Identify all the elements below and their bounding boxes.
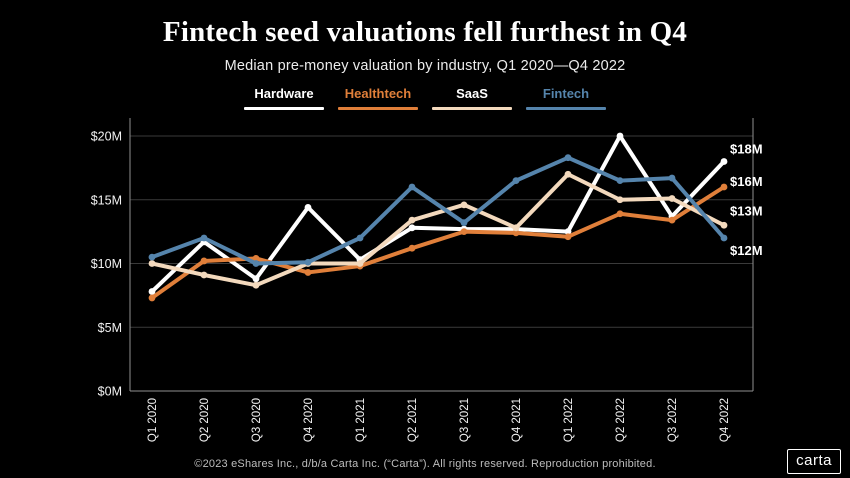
data-point-healthtech <box>148 294 156 302</box>
data-point-fintech <box>200 234 208 242</box>
copyright-text: ©2023 eShares Inc., d/b/a Carta Inc. (“C… <box>194 458 656 470</box>
x-tick-label: Q1 2021 <box>355 398 367 442</box>
page-subtitle: Median pre-money valuation by industry, … <box>224 58 626 74</box>
series-line-hardware <box>150 134 726 294</box>
data-point-healthtech <box>512 229 520 237</box>
legend-color-bar <box>432 107 512 110</box>
data-point-saas <box>460 201 468 209</box>
legend-label: Hardware <box>254 86 314 101</box>
data-point-fintech <box>148 253 156 261</box>
legend-item-healthtech[interactable]: Healthtech <box>338 87 418 110</box>
data-point-fintech <box>408 183 416 191</box>
legend-label: SaaS <box>456 86 488 101</box>
legend-item-fintech[interactable]: Fintech <box>526 87 606 110</box>
y-tick-label: $5M <box>98 321 122 335</box>
legend-label: Healthtech <box>344 86 412 101</box>
x-tick-label: Q3 2022 <box>667 398 679 442</box>
data-point-saas <box>668 195 676 202</box>
data-point-hardware <box>564 228 572 236</box>
legend-item-hardware[interactable]: Hardware <box>244 87 324 110</box>
data-point-healthtech <box>460 228 468 236</box>
data-point-healthtech <box>720 183 728 191</box>
data-point-hardware <box>148 288 156 295</box>
x-tick-label: Q2 2021 <box>407 398 419 442</box>
legend-color-bar <box>338 107 418 110</box>
data-point-hardware <box>356 256 364 264</box>
legend-color-bar <box>244 107 324 110</box>
data-point-saas <box>252 281 260 289</box>
end-label-saas: $13M <box>730 203 763 218</box>
data-point-saas <box>720 221 728 229</box>
series-line-healthtech <box>150 185 726 300</box>
data-point-fintech <box>512 177 520 185</box>
data-point-saas <box>200 271 208 279</box>
y-tick-label: $20M <box>91 130 122 144</box>
data-point-healthtech <box>356 262 364 270</box>
data-point-hardware <box>616 132 624 140</box>
legend-label: Fintech <box>542 86 590 101</box>
data-point-healthtech <box>200 257 208 265</box>
x-tick-label: Q3 2020 <box>251 398 263 442</box>
x-tick-label: Q4 2021 <box>511 398 523 442</box>
data-point-hardware <box>200 238 208 246</box>
data-point-hardware <box>720 158 728 165</box>
data-point-saas <box>408 216 416 224</box>
data-point-fintech <box>616 177 624 185</box>
data-point-saas <box>512 224 520 232</box>
x-tick-label: Q1 2020 <box>147 398 159 442</box>
y-tick-label: $15M <box>91 193 122 207</box>
data-point-healthtech <box>252 255 260 262</box>
data-point-healthtech <box>616 210 624 218</box>
chart-header: Fintech seed valuations fell furthest in… <box>0 0 850 110</box>
x-tick-label: Q3 2021 <box>459 398 471 442</box>
data-point-fintech <box>356 234 364 242</box>
data-point-fintech <box>252 260 260 267</box>
data-point-saas <box>148 260 156 267</box>
series-line-fintech <box>150 155 726 266</box>
y-tick-label: $0M <box>98 385 122 399</box>
y-tick-label: $10M <box>91 257 122 271</box>
series-line-saas <box>150 172 726 288</box>
end-label-hardware: $18M <box>730 142 763 157</box>
data-point-saas <box>616 196 624 204</box>
x-tick-label: Q2 2022 <box>615 398 627 442</box>
data-point-saas <box>564 170 572 178</box>
data-point-healthtech <box>564 233 572 241</box>
data-point-hardware <box>668 212 676 220</box>
data-point-healthtech <box>408 244 416 252</box>
x-tick-label: Q4 2022 <box>719 398 731 442</box>
data-point-healthtech <box>668 216 676 224</box>
legend-item-saas[interactable]: SaaS <box>432 87 512 110</box>
x-tick-label: Q4 2020 <box>303 398 315 442</box>
x-tick-label: Q2 2020 <box>199 398 211 442</box>
data-point-saas <box>304 260 312 267</box>
data-point-healthtech <box>304 269 312 276</box>
data-point-hardware <box>460 225 468 233</box>
end-label-fintech: $12M <box>730 243 763 258</box>
page-title: Fintech seed valuations fell furthest in… <box>162 16 688 48</box>
data-point-saas <box>356 260 364 267</box>
data-point-hardware <box>304 204 312 211</box>
data-point-fintech <box>668 174 676 182</box>
data-point-hardware <box>252 275 260 283</box>
carta-logo-text: carta <box>796 452 832 469</box>
data-point-hardware <box>408 224 416 232</box>
data-point-fintech <box>720 234 728 242</box>
x-tick-label: Q1 2022 <box>563 398 575 442</box>
carta-logo: carta <box>787 449 841 474</box>
data-point-fintech <box>564 154 572 162</box>
legend-color-bar <box>526 107 606 110</box>
data-point-hardware <box>512 225 520 233</box>
data-point-fintech <box>304 258 312 266</box>
chart-legend: Hardware Healthtech SaaS Fintech <box>0 87 850 110</box>
data-point-fintech <box>460 219 468 227</box>
end-label-healthtech: $16M <box>730 174 763 189</box>
